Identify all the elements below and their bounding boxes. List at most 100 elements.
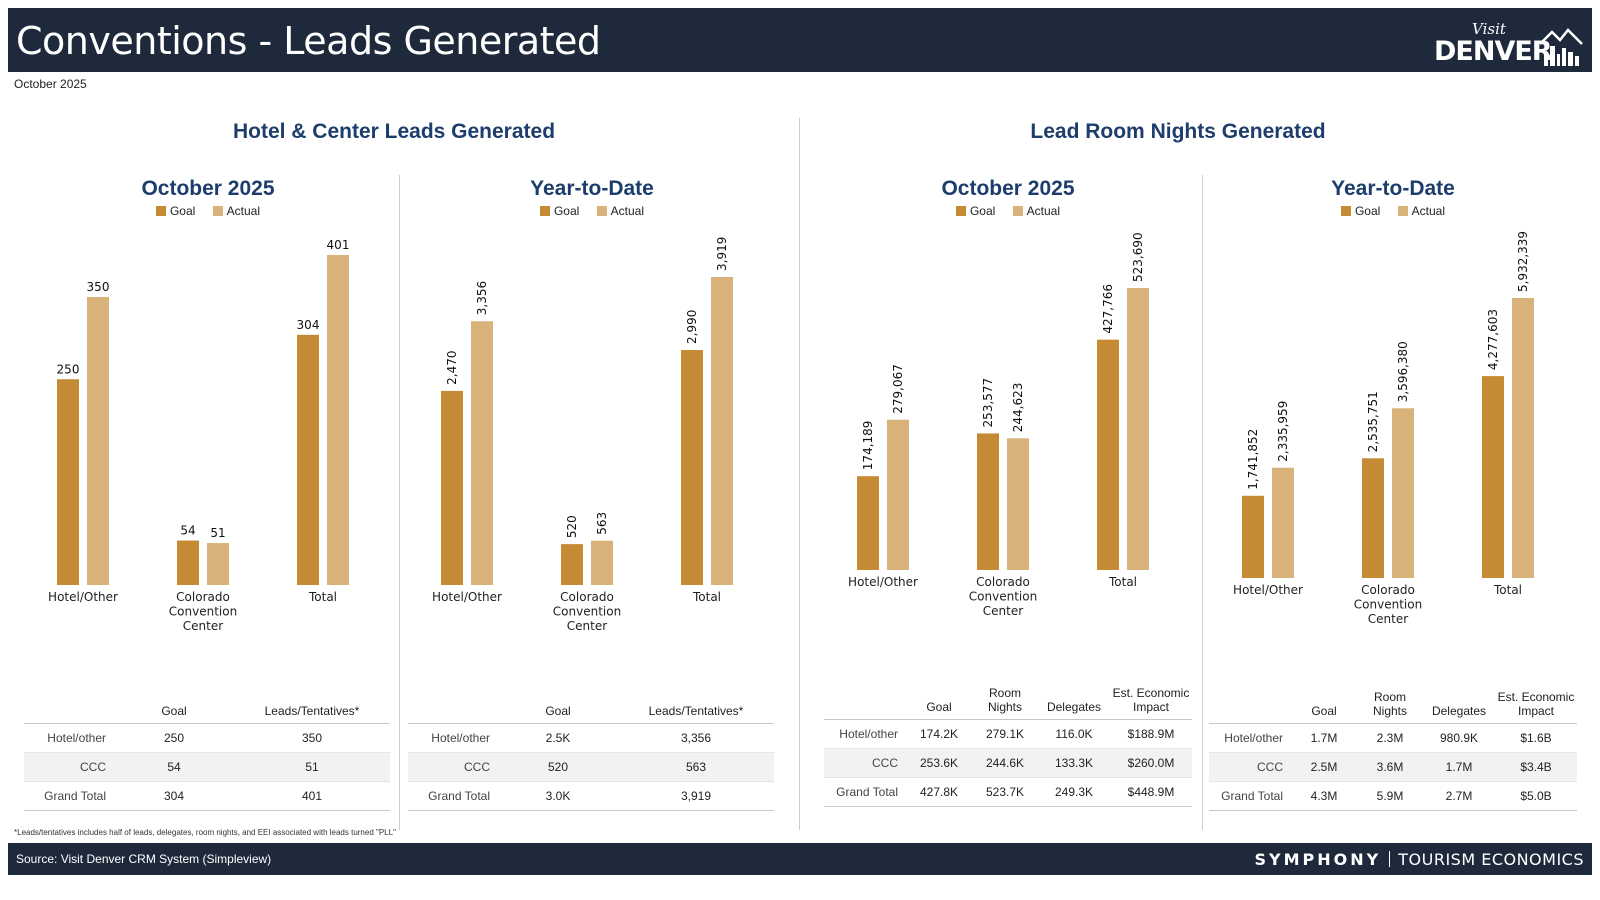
row-label: Hotel/other (24, 723, 114, 753)
table-header: Goal (1291, 690, 1357, 724)
bar-actual (711, 277, 733, 585)
table-row: Hotel/other 2.5K 3,356 (408, 723, 774, 753)
room-nights-month-bar-chart: 174,189 279,067 Hotel/Other 253,577 244,623 C… (848, 232, 1149, 618)
category-label: Colorado Convention Center (1354, 583, 1422, 626)
bar-goal (1242, 495, 1264, 578)
legend-swatch-goal (539, 206, 550, 216)
leads-month-table: Goal Leads/Tentatives* Hotel/other 250 3… (24, 704, 390, 811)
panel-divider (399, 175, 400, 830)
panel-title: Year-to-Date (530, 177, 654, 200)
table-cell: 3,356 (618, 723, 774, 753)
table-header: Leads/Tentatives* (234, 704, 390, 724)
table-cell: 51 (234, 752, 390, 782)
table-row: CCC 54 51 (24, 752, 390, 782)
table-row: CCC 520 563 (408, 752, 774, 782)
bar-value-label: 401 (327, 238, 350, 252)
legend-item-goal: Goal (1340, 204, 1381, 218)
table-header-row: Goal Room Nights Delegates Est. Economic… (824, 686, 1192, 720)
bar-goal (977, 433, 999, 570)
bar-value-label: 174,189 (861, 421, 875, 471)
table-cell: 520 (498, 752, 618, 782)
legend-swatch-actual (1012, 206, 1023, 216)
room-nights-ytd-bar-chart: 1,741,852 2,335,959 Hotel/Other 2,535,751 3,… (1233, 231, 1534, 626)
legend-swatch-goal (1340, 206, 1351, 216)
table-header: Goal (906, 686, 972, 720)
table-header: Room Nights (1357, 690, 1423, 724)
header-bar: Conventions - Leads Generated Visit DENV… (8, 8, 1592, 72)
category-label: Colorado Convention Center (169, 590, 237, 633)
legend-swatch-goal (955, 206, 966, 216)
bar-value-label: 427,766 (1101, 284, 1115, 334)
category-label: Total (308, 590, 337, 604)
legend-item-actual: Actual (1012, 204, 1060, 218)
bar-goal (857, 476, 879, 570)
brand-separator (1389, 851, 1391, 867)
table-cell: 350 (234, 723, 390, 753)
table-cell: 427.8K (906, 777, 972, 807)
logo-script-text: Visit (1472, 20, 1506, 38)
table-cell: 3,919 (618, 781, 774, 811)
bar-value-label: 3,919 (715, 237, 729, 271)
bar-value-label: 3,356 (475, 281, 489, 315)
row-label: CCC (408, 752, 498, 782)
category-label: Total (1493, 583, 1522, 597)
table-cell: 244.6K (972, 748, 1038, 778)
row-label: Grand Total (1209, 781, 1291, 811)
legend-item-goal: Goal (539, 204, 579, 218)
bar-value-label: 2,535,751 (1366, 391, 1380, 452)
table-cell: $448.9M (1110, 777, 1192, 807)
table-row: Grand Total 427.8K 523.7K 249.3K $448.9M (824, 777, 1192, 807)
table-cell: 2.5M (1291, 752, 1357, 782)
table-cell: 523.7K (972, 777, 1038, 807)
table-cell: 3.0K (498, 781, 618, 811)
section-title-leads: Hotel & Center Leads Generated (232, 120, 556, 143)
legend-swatch-actual (1397, 206, 1408, 216)
bar-value-label: 3,596,380 (1396, 341, 1410, 402)
table-cell: 116.0K (1038, 719, 1110, 749)
bar-goal (1097, 339, 1119, 570)
row-label: Hotel/other (824, 719, 906, 749)
table-cell: 133.3K (1038, 748, 1110, 778)
bar-actual (471, 321, 493, 585)
category-label: Total (692, 590, 721, 604)
bar-actual (1127, 288, 1149, 570)
table-cell: $188.9M (1110, 719, 1192, 749)
table-cell: $1.6B (1495, 723, 1577, 753)
table-cell: 1.7M (1423, 752, 1495, 782)
table-header-row: Goal Room Nights Delegates Est. Economic… (1209, 690, 1577, 724)
row-label: Hotel/other (1209, 723, 1291, 753)
table-cell: 253.6K (906, 748, 972, 778)
brand-main: SYMPHONY (1254, 850, 1382, 869)
bar-value-label: 523,690 (1131, 232, 1145, 282)
legend-item-actual: Actual (1397, 204, 1445, 218)
table-row: Grand Total 4.3M 5.9M 2.7M $5.0B (1209, 781, 1577, 811)
chart-legend: Goal Actual (18, 204, 398, 218)
section-divider (799, 118, 800, 830)
legend-swatch-actual (212, 206, 223, 216)
panel-divider (1202, 175, 1203, 830)
legend-label: Goal (969, 204, 996, 218)
bar-value-label: 279,067 (891, 364, 905, 414)
category-label: Hotel/Other (432, 590, 502, 604)
table-cell: 563 (618, 752, 774, 782)
legend-item-goal: Goal (955, 204, 996, 218)
legend-item-actual: Actual (596, 204, 644, 218)
legend-label: Goal (1354, 204, 1381, 218)
bar-goal (441, 390, 463, 585)
room-nights-month-table: Goal Room Nights Delegates Est. Economic… (824, 686, 1192, 807)
report-date: October 2025 (14, 77, 87, 91)
table-cell: 3.6M (1357, 752, 1423, 782)
table-cell: 2.5K (498, 723, 618, 753)
row-label: CCC (1209, 752, 1291, 782)
bar-value-label: 51 (210, 526, 225, 540)
category-label: Hotel/Other (848, 575, 918, 589)
legend-swatch-goal (155, 206, 166, 216)
page-title: Conventions - Leads Generated (16, 19, 601, 63)
bar-actual (87, 296, 109, 585)
table-row: CCC 2.5M 3.6M 1.7M $3.4B (1209, 752, 1577, 782)
table-header (1209, 690, 1291, 724)
chart-legend: Goal Actual (1203, 204, 1583, 218)
table-header: Goal (114, 704, 234, 724)
table-cell: 249.3K (1038, 777, 1110, 807)
table-header: Delegates (1423, 690, 1495, 724)
